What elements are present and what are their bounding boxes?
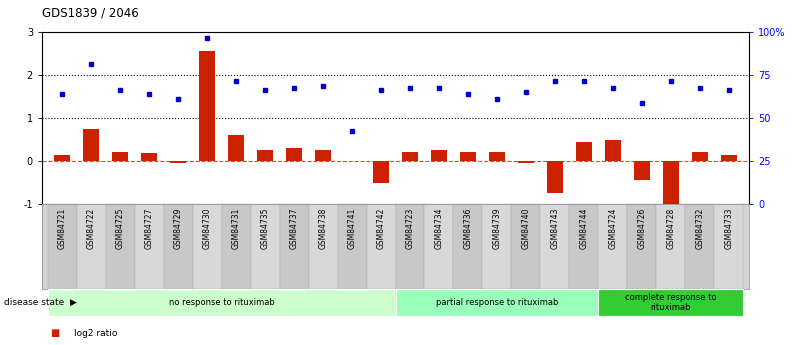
Text: GSM84725: GSM84725 <box>115 207 125 249</box>
Bar <box>721 155 737 161</box>
Text: disease state  ▶: disease state ▶ <box>4 298 77 307</box>
Bar <box>425 204 453 289</box>
Text: GSM84737: GSM84737 <box>290 207 299 249</box>
Text: GSM84735: GSM84735 <box>260 207 270 249</box>
Bar <box>77 204 106 289</box>
Bar <box>598 204 627 289</box>
Bar <box>83 129 99 161</box>
Text: GSM84744: GSM84744 <box>579 207 589 249</box>
Text: GSM84728: GSM84728 <box>666 207 675 249</box>
Bar <box>251 204 280 289</box>
Bar <box>48 289 396 316</box>
Bar <box>714 204 743 289</box>
Text: GSM84729: GSM84729 <box>174 207 183 249</box>
Bar <box>286 148 302 161</box>
Bar <box>54 155 70 161</box>
Text: GSM84733: GSM84733 <box>724 207 733 249</box>
Text: partial response to rituximab: partial response to rituximab <box>436 298 558 307</box>
Text: log2 ratio: log2 ratio <box>74 329 118 338</box>
Bar <box>308 204 337 289</box>
Bar <box>570 204 598 289</box>
Text: GSM84736: GSM84736 <box>464 207 473 249</box>
Bar <box>228 135 244 161</box>
Text: GSM84731: GSM84731 <box>231 207 240 249</box>
Bar <box>315 150 331 161</box>
Bar <box>576 142 592 161</box>
Bar <box>460 152 476 161</box>
Bar <box>511 204 541 289</box>
Bar <box>489 152 505 161</box>
Bar <box>656 204 685 289</box>
Text: GSM84741: GSM84741 <box>348 207 356 249</box>
Text: GSM84739: GSM84739 <box>493 207 501 249</box>
Bar <box>48 204 77 289</box>
Bar <box>222 204 251 289</box>
Text: GSM84726: GSM84726 <box>638 207 646 249</box>
Bar <box>431 150 447 161</box>
Text: ■: ■ <box>50 328 59 338</box>
Text: GSM84742: GSM84742 <box>376 207 385 249</box>
Text: GDS1839 / 2046: GDS1839 / 2046 <box>42 7 139 20</box>
Text: no response to rituximab: no response to rituximab <box>169 298 275 307</box>
Text: GSM84743: GSM84743 <box>550 207 559 249</box>
Bar <box>171 161 186 163</box>
Bar <box>598 289 743 316</box>
Bar <box>453 204 482 289</box>
Bar <box>373 161 389 183</box>
Text: GSM84732: GSM84732 <box>695 207 704 249</box>
Bar <box>367 204 396 289</box>
Bar <box>141 153 157 161</box>
Bar <box>547 161 563 193</box>
Text: GSM84727: GSM84727 <box>145 207 154 249</box>
Bar <box>257 150 273 161</box>
Bar <box>337 204 367 289</box>
Text: GSM84738: GSM84738 <box>319 207 328 249</box>
Bar <box>396 204 425 289</box>
Bar <box>627 204 656 289</box>
Text: GSM84722: GSM84722 <box>87 207 96 249</box>
Text: GSM84730: GSM84730 <box>203 207 211 249</box>
Bar <box>112 152 128 161</box>
Bar <box>396 289 598 316</box>
Bar <box>193 204 222 289</box>
Bar <box>199 51 215 161</box>
Text: GSM84734: GSM84734 <box>434 207 444 249</box>
Bar <box>482 204 511 289</box>
Bar <box>634 161 650 180</box>
Bar <box>541 204 570 289</box>
Text: GSM84740: GSM84740 <box>521 207 530 249</box>
Bar <box>163 204 193 289</box>
Bar <box>280 204 308 289</box>
Text: GSM84723: GSM84723 <box>405 207 414 249</box>
Bar <box>692 152 708 161</box>
Bar <box>685 204 714 289</box>
Bar <box>135 204 163 289</box>
Text: GSM84721: GSM84721 <box>58 207 66 249</box>
Bar <box>402 152 418 161</box>
Bar <box>662 161 678 206</box>
Text: GSM84724: GSM84724 <box>608 207 618 249</box>
Text: complete response to
rituximab: complete response to rituximab <box>625 293 717 312</box>
Bar <box>518 161 533 163</box>
Bar <box>605 139 621 161</box>
Bar <box>106 204 135 289</box>
